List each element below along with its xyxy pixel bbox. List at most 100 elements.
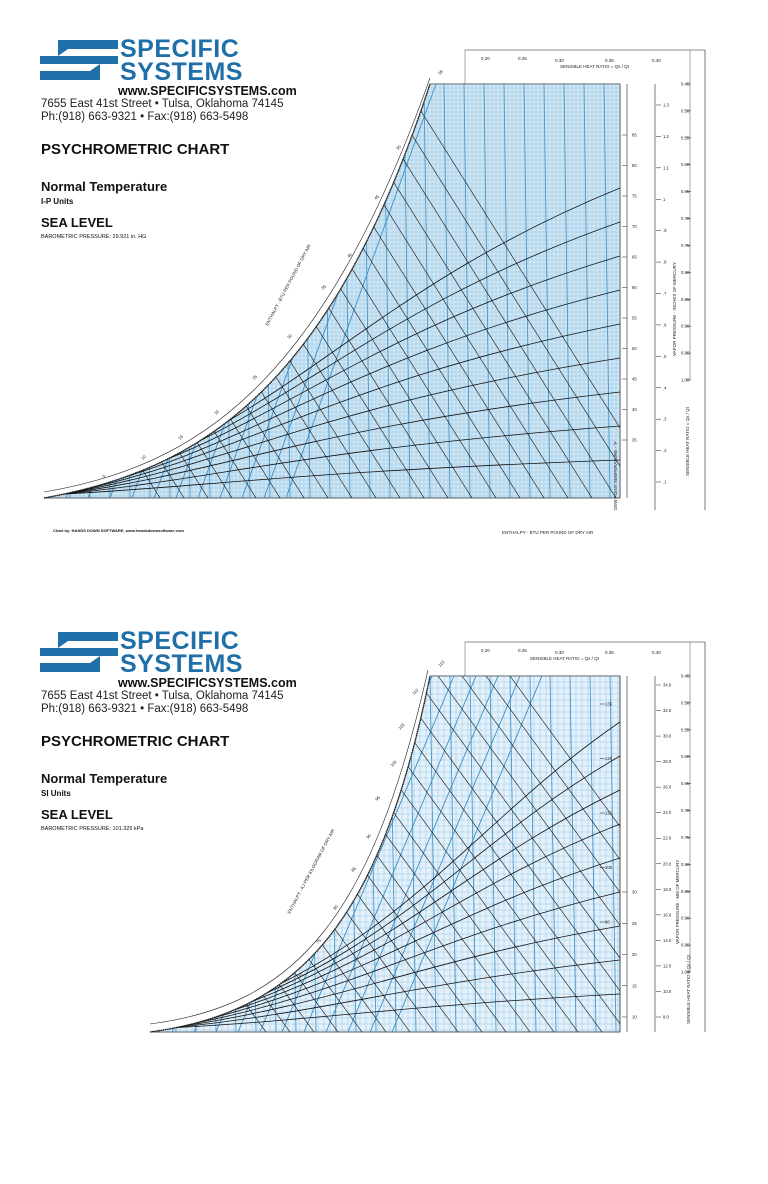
dry-bulb-line	[183, 84, 191, 498]
dry-bulb-line	[103, 84, 111, 498]
dry-bulb-line	[163, 84, 171, 498]
dry-bulb-line	[489, 676, 497, 1032]
dew-point-tick-label: 45	[632, 377, 637, 382]
wet-bulb-line	[379, 84, 620, 498]
specific-volume-line	[65, 84, 217, 498]
vapor-pressure-tick-label: 1.2	[663, 134, 669, 139]
psychrometric-sheet-si: SPECIFIC SYSTEMS www.SPECIFICSYSTEMS.com…	[0, 592, 768, 1184]
dry-bulb-line	[83, 84, 91, 498]
vapor-pressure-tick-label: 8.0	[663, 1015, 669, 1020]
dry-bulb-line	[523, 84, 531, 498]
shr-side-axis-label: SENSIBLE HEAT RATIO = Qs / Qt	[686, 954, 691, 1024]
enthalpy-axis-label: ENTHALPY - KJ PER KILOGRAM OF DRY AIR	[286, 828, 335, 915]
dry-bulb-line	[209, 676, 217, 1032]
vapor-pressure-tick-label: 14.0	[663, 938, 672, 943]
vapor-pressure-tick-label: 30.0	[663, 734, 672, 739]
shr-protractor-frame	[464, 49, 706, 510]
dew-point-tick-label: 15	[632, 983, 637, 988]
shr-top-tick: 0.35	[605, 58, 614, 63]
wet-bulb-line	[150, 676, 267, 1032]
shr-side-tick-label: 0.85	[681, 889, 690, 894]
dew-point-tick-label: 85	[632, 133, 637, 138]
shr-top-tick: 0.25	[518, 56, 527, 61]
shr-side-tick-label: 0.95	[681, 943, 690, 948]
wet-bulb-line	[44, 84, 233, 498]
wet-bulb-line	[413, 676, 620, 1032]
wet-bulb-line	[150, 676, 387, 1032]
logo-wordmark-line2: SYSTEMS	[120, 650, 243, 678]
dew-point-tick-label: 50	[632, 346, 637, 351]
dew-point-tick-label: 35	[632, 438, 637, 443]
vapor-pressure-tick-label: 1.3	[663, 103, 669, 108]
shr-side-tick-label: 0.90	[681, 916, 690, 921]
company-logo-icon	[40, 40, 118, 80]
wet-bulb-line	[485, 676, 620, 1032]
vapor-pressure-tick-label: .2	[663, 448, 667, 453]
chart-subtitle: Normal Temperature	[41, 179, 168, 194]
shr-top-tick: 0.30	[555, 650, 564, 655]
enthalpy-tick-label: 115	[437, 659, 446, 668]
logo-wordmark-line1: SPECIFIC	[120, 627, 240, 655]
vapor-pressure-tick-label: 28.0	[663, 759, 672, 764]
chart-level: SEA LEVEL	[41, 807, 113, 822]
shr-side-tick-label: 0.70	[681, 808, 690, 813]
enthalpy-tick-label: 5	[101, 473, 107, 479]
relative-humidity-curve	[63, 323, 620, 495]
dew-point-tick-label: 10	[632, 1015, 637, 1020]
dry-bulb-line	[143, 84, 151, 498]
dry-bulb-line	[44, 84, 51, 498]
relative-humidity-curve	[169, 857, 620, 1029]
enthalpy-scale-line	[149, 669, 429, 1025]
vapor-pressure-tick-label: .4	[663, 385, 667, 390]
dew-point-tick-label: 65	[632, 255, 637, 260]
wet-bulb-line	[437, 676, 620, 1032]
shr-side-tick-label: 0.80	[681, 862, 690, 867]
shr-side-tick-label: 0.45	[681, 674, 690, 679]
specific-volume-line	[347, 676, 499, 1032]
shr-top-tick: 0.40	[652, 650, 661, 655]
dew-point-tick-label: 70	[632, 224, 637, 229]
relative-humidity-curve	[63, 357, 620, 495]
shr-side-tick-label: 0.75	[681, 243, 690, 248]
shr-side-tick-label: 0.70	[681, 216, 690, 221]
vapor-pressure-tick-label: 1	[663, 197, 666, 202]
enthalpy-tick-label: 45	[373, 193, 380, 200]
wet-bulb-line	[150, 676, 339, 1032]
specific-volume-line	[285, 84, 437, 498]
shr-top-tick: 0.20	[481, 648, 490, 653]
shr-side-tick-label: 0.65	[681, 781, 690, 786]
chart-subtitle: Normal Temperature	[41, 771, 168, 786]
enthalpy-tick-label: 105	[397, 722, 406, 731]
dew-point-tick-label: 60	[632, 285, 637, 290]
wet-bulb-line	[44, 84, 281, 498]
vapor-pressure-tick-label: 1.1	[663, 165, 669, 170]
dry-bulb-line	[583, 84, 591, 498]
psychrometric-chart-si: SENSIBLE HEAT RATIO = Qs / Qt 0.20 0.25 …	[149, 641, 706, 1033]
wet-bulb-line	[44, 84, 209, 498]
relative-humidity-curve	[169, 823, 620, 1029]
side-enthalpy-tick-label: 90	[605, 920, 610, 925]
chart-units: I-P Units	[41, 197, 74, 206]
wet-bulb-line	[389, 676, 620, 1032]
wet-bulb-line	[67, 84, 329, 498]
dry-bulb-line	[589, 676, 597, 1032]
enthalpy-tick-label: 95	[374, 794, 381, 801]
dry-bulb-line	[503, 84, 511, 498]
vapor-pressure-tick-label: 22.0	[663, 836, 672, 841]
vapor-pressure-tick-label: .9	[663, 228, 667, 233]
psychrometric-sheet-ip: SPECIFIC SYSTEMS www.SPECIFICSYSTEMS.com…	[40, 37, 706, 535]
shr-top-tick: 0.25	[518, 648, 527, 653]
wet-bulb-line	[150, 676, 291, 1032]
vapor-pressure-axis-label: VAPOR PRESSURE - MM OF MERCURY	[675, 860, 680, 944]
shr-top-tick: 0.35	[605, 650, 614, 655]
relative-humidity-curve	[63, 425, 620, 495]
shr-side-tick-label: 0.60	[681, 162, 690, 167]
chart-body	[149, 675, 621, 1033]
shr-side-tick-label: 0.55	[681, 135, 690, 140]
dew-point-tick-label: 25	[632, 921, 637, 926]
relative-humidity-curve	[169, 891, 620, 1029]
vapor-pressure-tick-label: 26.0	[663, 785, 672, 790]
logo-wordmark-line2: SYSTEMS	[120, 58, 243, 86]
company-phone: Ph:(918) 663-9321 • Fax:(918) 663-5498	[41, 703, 249, 715]
vapor-pressure-tick-label: 32.0	[663, 708, 672, 713]
